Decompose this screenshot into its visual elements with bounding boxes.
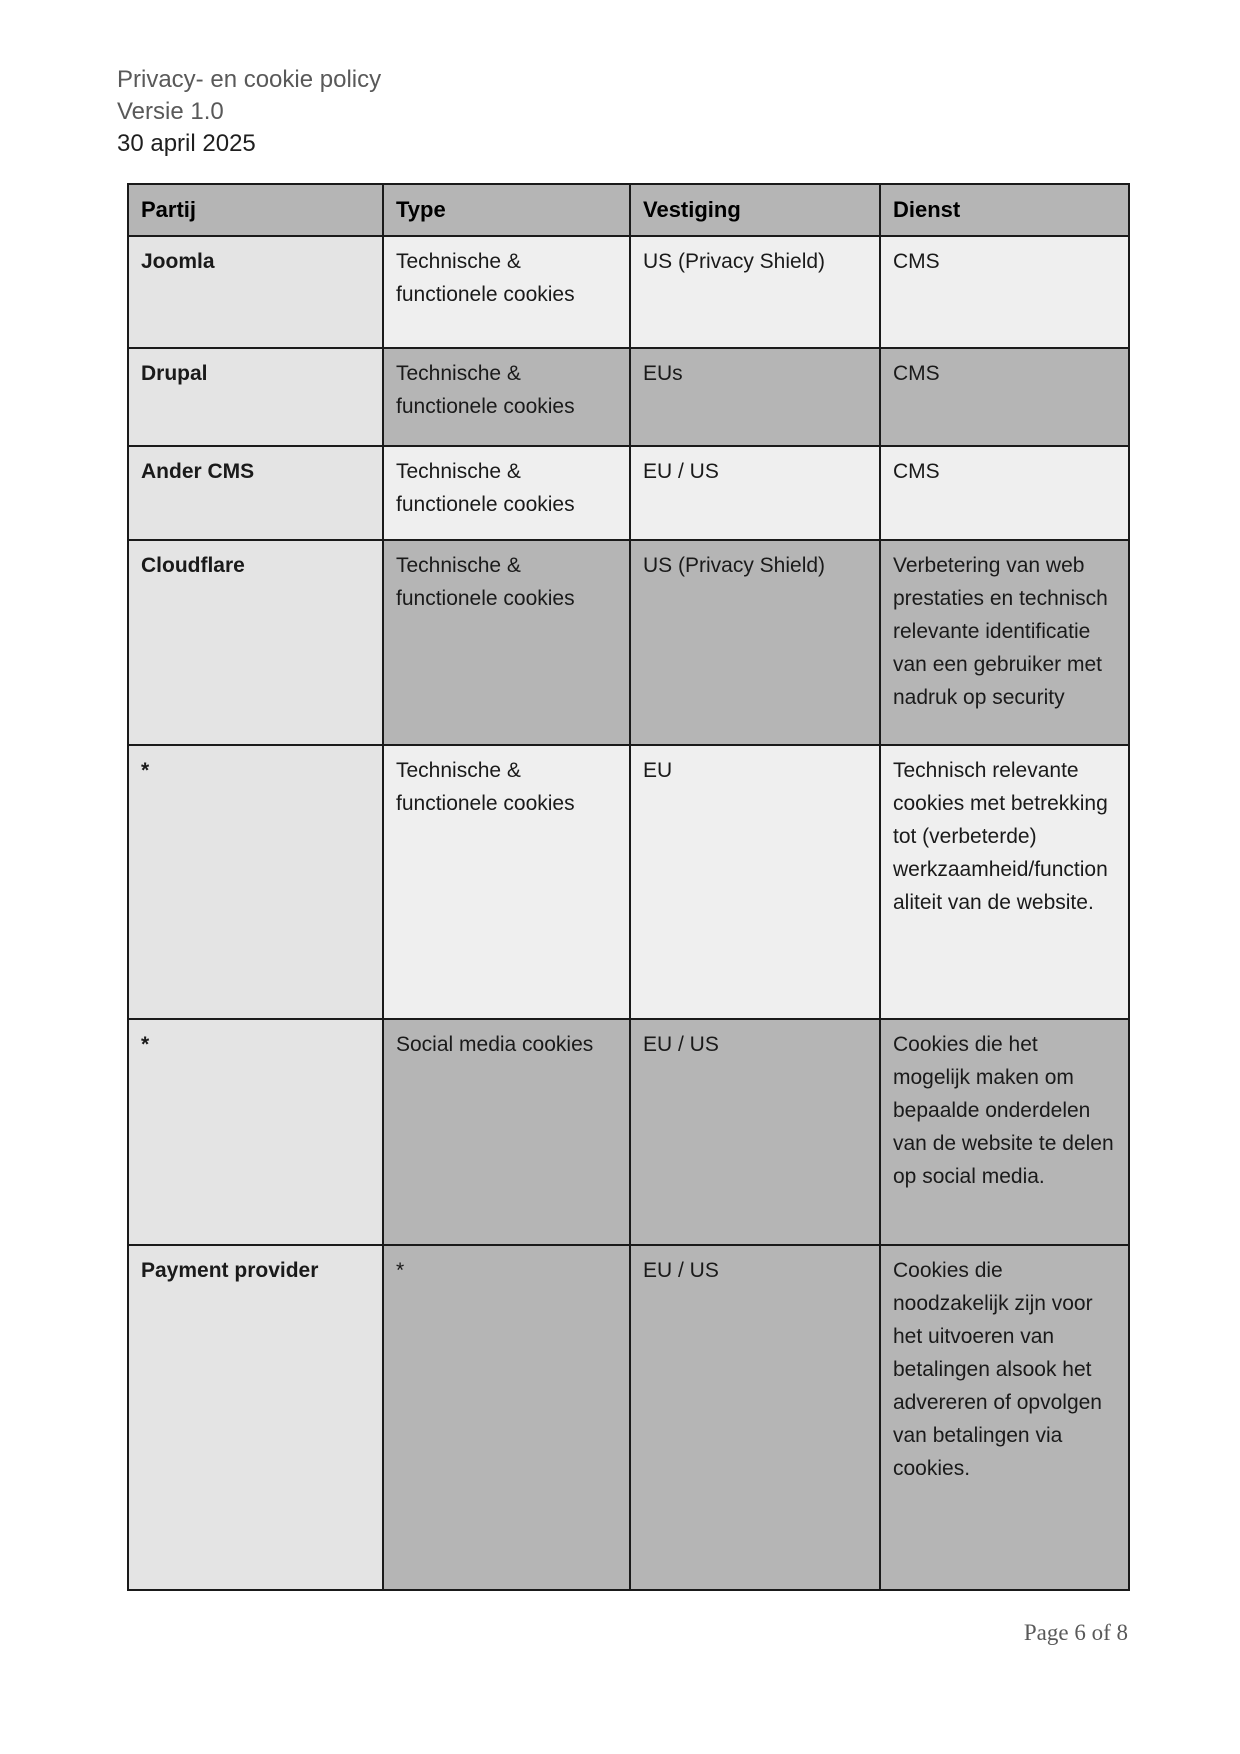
cell-partij: Joomla <box>127 235 384 349</box>
table-row: Drupal Technische & functionele cookies … <box>127 347 1130 447</box>
cell-type: Technische & functionele cookies <box>382 744 631 1020</box>
table-row: Cloudflare Technische & functionele cook… <box>127 539 1130 746</box>
cell-type: Social media cookies <box>382 1018 631 1246</box>
cell-vestiging: EUs <box>629 347 881 447</box>
cell-dienst: CMS <box>879 445 1130 541</box>
cell-partij: Drupal <box>127 347 384 447</box>
cell-type: Technische & functionele cookies <box>382 445 631 541</box>
table-header-row: Partij Type Vestiging Dienst <box>127 183 1130 237</box>
cell-vestiging: US (Privacy Shield) <box>629 539 881 746</box>
cell-type: Technische & functionele cookies <box>382 235 631 349</box>
cell-dienst: Cookies die het mogelijk maken om bepaal… <box>879 1018 1130 1246</box>
cell-type: * <box>382 1244 631 1591</box>
table-row: Payment provider * EU / US Cookies die n… <box>127 1244 1130 1591</box>
column-header-partij: Partij <box>127 183 384 237</box>
cell-partij: Cloudflare <box>127 539 384 746</box>
column-header-dienst: Dienst <box>879 183 1130 237</box>
cell-partij: Ander CMS <box>127 445 384 541</box>
table-row: * Social media cookies EU / US Cookies d… <box>127 1018 1130 1246</box>
column-header-vestiging: Vestiging <box>629 183 881 237</box>
cell-type: Technische & functionele cookies <box>382 539 631 746</box>
table-body: Joomla Technische & functionele cookies … <box>127 235 1130 1591</box>
cell-dienst: Cookies die noodzakelijk zijn voor het u… <box>879 1244 1130 1591</box>
document-header: Privacy- en cookie policy Versie 1.0 30 … <box>117 64 381 160</box>
cell-partij: * <box>127 744 384 1020</box>
document-title: Privacy- en cookie policy <box>117 66 382 93</box>
cell-vestiging: EU / US <box>629 1244 881 1591</box>
table-row: Joomla Technische & functionele cookies … <box>127 235 1130 349</box>
cell-partij: Payment provider <box>127 1244 384 1591</box>
column-header-type: Type <box>382 183 631 237</box>
cell-vestiging: EU / US <box>629 445 881 541</box>
cell-vestiging: EU <box>629 744 881 1020</box>
table-row: * Technische & functionele cookies EU Te… <box>127 744 1130 1020</box>
cell-dienst: CMS <box>879 235 1130 349</box>
document-version: Versie 1.0 <box>117 98 224 125</box>
cell-partij: * <box>127 1018 384 1246</box>
page-footer: Page 6 of 8 <box>127 1620 1128 1646</box>
cookie-parties-table: Partij Type Vestiging Dienst Joomla Tech… <box>127 183 1130 1591</box>
page-number: Page 6 of 8 <box>1023 1620 1128 1645</box>
cell-dienst: Verbetering van web prestaties en techni… <box>879 539 1130 746</box>
cell-vestiging: EU / US <box>629 1018 881 1246</box>
cell-vestiging: US (Privacy Shield) <box>629 235 881 349</box>
cell-type: Technische & functionele cookies <box>382 347 631 447</box>
table-row: Ander CMS Technische & functionele cooki… <box>127 445 1130 541</box>
document-date: 30 april 2025 <box>117 130 256 157</box>
cell-dienst: CMS <box>879 347 1130 447</box>
cell-dienst: Technisch relevante cookies met betrekki… <box>879 744 1130 1020</box>
